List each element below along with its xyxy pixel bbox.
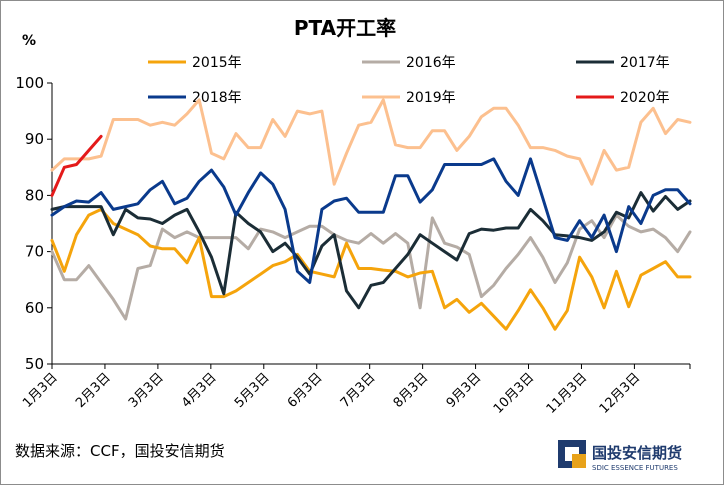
legend-label: 2019年 [406, 90, 456, 106]
source-note: 数据来源：CCF，国投安信期货 [15, 442, 225, 460]
x-tick-label: 4月3日 [179, 370, 220, 411]
series-line-2015年 [50, 207, 692, 331]
y-tick-label: 50 [25, 355, 44, 373]
y-axis: 50 60 70 80 90 100 [15, 74, 53, 373]
legend-label: 2018年 [192, 90, 242, 106]
x-tick-label: 7月3日 [338, 370, 379, 411]
series-line-2019年 [50, 98, 692, 186]
y-tick-label: 60 [25, 299, 44, 317]
series-lines [50, 98, 692, 331]
y-tick-label: 80 [25, 186, 44, 204]
logo-mark-accent [572, 454, 586, 468]
legend-label: 2016年 [406, 55, 456, 71]
x-axis: 1月3日 2月3日 3月3日 4月3日 5月3日 6月3日 7月3日 8月3日 9月3日 10月3… [20, 363, 691, 417]
x-tick-label: 6月3日 [285, 370, 326, 411]
x-tick-label: 12月3日 [597, 370, 644, 417]
series-line-2018年 [50, 157, 692, 284]
x-tick-label: 3月3日 [126, 370, 167, 411]
legend-label: 2020年 [620, 90, 670, 106]
x-tick-label: 1月3日 [20, 370, 61, 411]
x-tick-label: 8月3日 [391, 370, 432, 411]
legend-label: 2015年 [192, 55, 242, 71]
x-tick-label: 10月3日 [491, 370, 538, 417]
series-line-2017年 [50, 191, 692, 310]
chart-title: PTA开工率 [294, 16, 396, 40]
series-line-2020年 [50, 134, 103, 197]
y-tick-label: 90 [25, 130, 44, 148]
y-tick-label: 70 [25, 243, 44, 261]
x-tick-label: 11月3日 [544, 370, 591, 417]
y-tick-label: 100 [15, 74, 44, 92]
legend-label: 2017年 [620, 55, 670, 71]
y-axis-unit: % [22, 33, 36, 49]
x-tick-label: 2月3日 [73, 370, 114, 411]
x-tick-label: 5月3日 [232, 370, 273, 411]
logo-text-en: SDIC ESSENCE FUTURES [592, 464, 678, 472]
legend: 2015年 2016年 2017年 2018年 2019年 2020年 [148, 55, 670, 106]
logo-text-cn: 国投安信期货 [592, 444, 682, 462]
x-tick-label: 9月3日 [444, 370, 485, 411]
company-logo: 国投安信期货 SDIC ESSENCE FUTURES [558, 440, 682, 472]
